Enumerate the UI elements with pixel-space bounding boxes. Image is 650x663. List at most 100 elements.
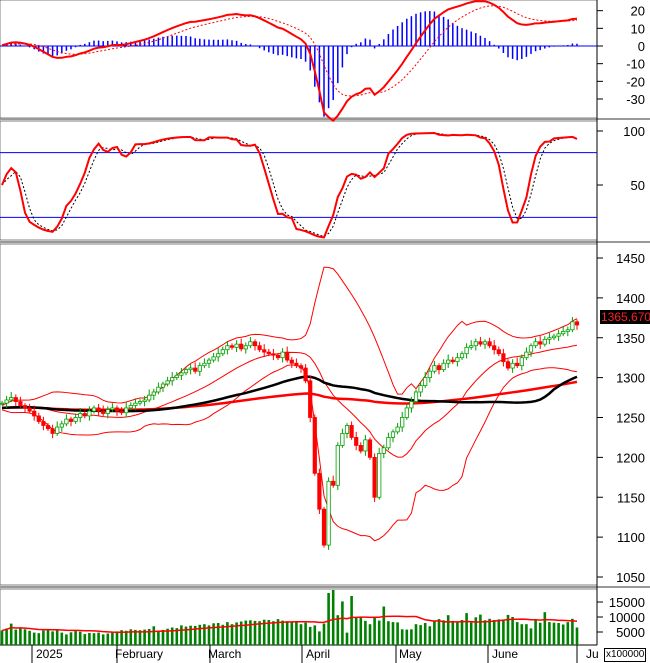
panel-0 bbox=[0, 0, 598, 119]
volume-bar bbox=[538, 622, 542, 645]
price-tick-label: 1400 bbox=[616, 291, 645, 306]
volume-bar bbox=[396, 622, 399, 645]
candle-down bbox=[574, 321, 580, 326]
volume-bar bbox=[414, 624, 418, 645]
volume-bar bbox=[350, 596, 353, 645]
candle-down bbox=[349, 425, 354, 438]
volume-bar bbox=[359, 617, 363, 645]
price-tick-label: 1200 bbox=[616, 450, 645, 465]
volume-bar bbox=[502, 620, 505, 645]
volume-bar bbox=[419, 625, 422, 645]
candle-down bbox=[229, 345, 235, 348]
candle-up bbox=[151, 391, 156, 396]
candle-down bbox=[298, 365, 304, 369]
candle-up bbox=[4, 399, 9, 404]
volume-bar bbox=[552, 622, 556, 645]
candle-down bbox=[317, 472, 322, 510]
candle-up bbox=[418, 385, 423, 393]
candle-down bbox=[367, 439, 373, 458]
volume-bar bbox=[405, 629, 409, 645]
candle-up bbox=[565, 329, 570, 332]
volume-bar bbox=[147, 629, 151, 645]
candle-up bbox=[174, 374, 179, 379]
volume-bar bbox=[299, 624, 303, 645]
candle-down bbox=[22, 405, 28, 409]
volume-bar bbox=[239, 621, 243, 645]
candle-down bbox=[50, 428, 55, 434]
volume-bar bbox=[97, 632, 100, 645]
volume-bar bbox=[543, 612, 547, 645]
candle-up bbox=[344, 425, 350, 434]
volume-bar bbox=[262, 619, 266, 645]
volume-bar bbox=[129, 629, 133, 645]
candle-down bbox=[114, 407, 120, 412]
volume-bar bbox=[216, 623, 220, 645]
candle-up bbox=[381, 447, 386, 454]
candle-up bbox=[234, 343, 239, 348]
volume-bar bbox=[456, 621, 459, 645]
volume-bar bbox=[410, 629, 413, 645]
candle-down bbox=[252, 341, 258, 347]
volume-bar bbox=[327, 593, 330, 645]
volume-bar bbox=[281, 620, 284, 645]
candle-up bbox=[248, 341, 253, 347]
volume-bar bbox=[138, 630, 142, 645]
candle-up bbox=[570, 321, 575, 331]
volume-bar bbox=[331, 590, 335, 645]
volume-bar bbox=[193, 626, 197, 645]
volume-bar bbox=[180, 625, 183, 645]
volume-bar bbox=[65, 634, 68, 645]
bollinger-lower bbox=[1, 364, 578, 542]
candle-up bbox=[170, 377, 175, 382]
candle-up bbox=[124, 407, 129, 414]
price-tick-label: 1350 bbox=[616, 331, 645, 346]
volume-bar bbox=[313, 625, 317, 645]
volume-bar bbox=[55, 629, 59, 645]
candle-down bbox=[41, 421, 46, 426]
candle-up bbox=[561, 330, 566, 335]
candle-down bbox=[515, 362, 520, 367]
candle-up bbox=[400, 417, 405, 428]
volume-bar bbox=[446, 615, 450, 645]
macd-tick-label: -10 bbox=[626, 57, 645, 72]
candle-up bbox=[206, 359, 212, 364]
volume-bar bbox=[111, 632, 114, 645]
volume-bar bbox=[37, 633, 41, 645]
candle-down bbox=[289, 359, 294, 364]
volume-bar bbox=[557, 623, 560, 645]
volume-bar bbox=[451, 620, 455, 645]
candle-down bbox=[101, 410, 106, 414]
volume-bar bbox=[525, 624, 528, 645]
volume-bar bbox=[442, 620, 445, 645]
volume-bar bbox=[0, 630, 4, 645]
candle-down bbox=[303, 367, 308, 382]
volume-bar bbox=[465, 613, 468, 645]
candle-up bbox=[165, 380, 170, 385]
candle-up bbox=[211, 356, 216, 361]
volume-bar bbox=[51, 631, 54, 645]
candle-up bbox=[9, 397, 14, 401]
candle-down bbox=[285, 351, 290, 361]
volume-bar bbox=[170, 627, 174, 645]
volume-bar bbox=[272, 621, 275, 645]
volume-bar bbox=[175, 628, 179, 645]
candle-down bbox=[32, 410, 37, 417]
candle-down bbox=[257, 345, 262, 351]
macd-tick-label: 10 bbox=[631, 21, 645, 36]
volume-bar bbox=[157, 630, 160, 645]
candle-up bbox=[243, 345, 248, 350]
month-label-mar: March bbox=[208, 647, 242, 661]
candle-down bbox=[275, 354, 281, 359]
volume-bar bbox=[28, 630, 31, 645]
candle-down bbox=[271, 353, 276, 356]
bollinger-middle bbox=[1, 344, 578, 458]
volume-bar bbox=[534, 620, 537, 645]
candle-down bbox=[193, 367, 198, 372]
volume-bar bbox=[400, 629, 404, 645]
candle-up bbox=[188, 367, 193, 371]
macd-tick-label: 20 bbox=[631, 4, 645, 19]
candle-up bbox=[533, 341, 538, 347]
candle-down bbox=[239, 343, 244, 350]
candle-up bbox=[427, 370, 432, 379]
candle-down bbox=[505, 361, 511, 369]
